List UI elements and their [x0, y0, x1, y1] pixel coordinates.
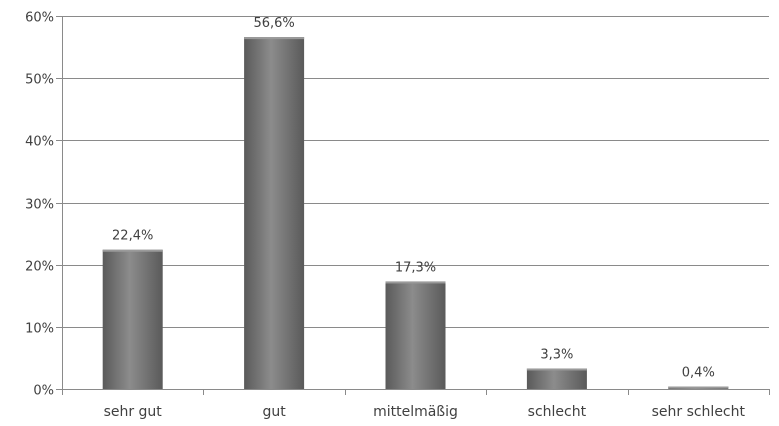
bar	[526, 368, 587, 389]
x-axis: sehr gut gut mittelmäßig schlecht sehr schle…	[104, 404, 746, 420]
bar-top-edge	[102, 249, 163, 252]
bar-top-edge	[244, 37, 305, 40]
x-category-label: mittelmäßig	[373, 404, 458, 420]
bar	[244, 37, 305, 390]
y-tick-label: 20%	[25, 260, 54, 275]
data-label: 17,3%	[395, 260, 436, 275]
y-tick-label: 0%	[33, 384, 54, 399]
bar	[385, 281, 446, 389]
data-labels: 22,4% 56,6% 17,3% 3,3% 0,4%	[112, 16, 715, 380]
y-tick-label: 60%	[25, 11, 54, 26]
x-category-label: schlecht	[528, 404, 587, 420]
x-category-label: gut	[262, 404, 286, 420]
y-axis: 0% 10% 20% 30% 40% 50% 60%	[25, 11, 770, 399]
data-label: 3,3%	[540, 347, 573, 362]
x-category-label: sehr schlecht	[652, 404, 746, 420]
bar-top-edge	[385, 281, 446, 284]
bars	[102, 37, 729, 390]
data-label: 56,6%	[253, 16, 294, 31]
y-tick-label: 30%	[25, 198, 54, 213]
data-label: 0,4%	[682, 366, 715, 381]
bar-top-edge	[526, 368, 587, 371]
bar-top-edge	[668, 386, 729, 389]
bar	[102, 249, 163, 389]
y-tick-label: 50%	[25, 73, 54, 88]
data-label: 22,4%	[112, 229, 153, 244]
x-category-label: sehr gut	[104, 404, 163, 420]
gridlines	[56, 16, 769, 390]
y-tick-label: 10%	[25, 322, 54, 337]
y-tick-label: 40%	[25, 135, 54, 150]
